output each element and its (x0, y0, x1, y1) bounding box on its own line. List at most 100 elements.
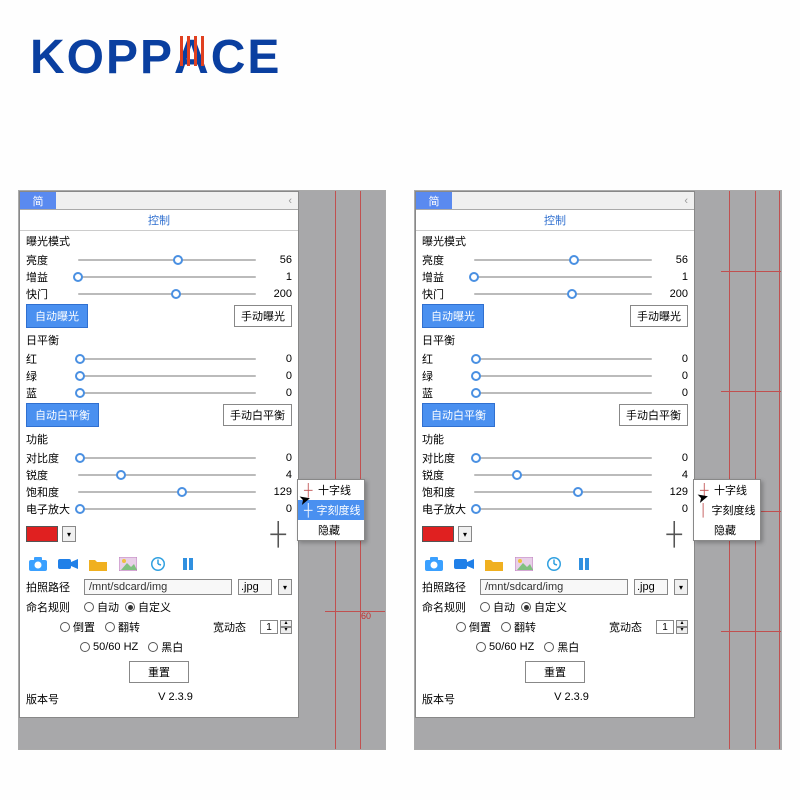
ezoom-slider-r[interactable] (470, 504, 656, 514)
right-panel-background: 简‹ 控制 曝光模式 亮度56 增益1 快门200 自动曝光手动曝光 日平衡 红… (414, 190, 782, 750)
folder-icon[interactable] (88, 555, 108, 573)
hz-radio[interactable]: 50/60 HZ (80, 641, 138, 653)
auto-wb-button[interactable]: 自动白平衡 (26, 403, 99, 427)
brightness-value-r: 56 (660, 254, 688, 266)
path-input-r[interactable]: /mnt/sdcard/img (480, 579, 628, 595)
naming-label: 命名规则 (26, 599, 78, 615)
brightness-value: 56 (264, 254, 292, 266)
auto-exposure-button-r[interactable]: 自动曝光 (422, 304, 484, 328)
auto-exposure-button[interactable]: 自动曝光 (26, 304, 88, 328)
saturation-label-r: 饱和度 (422, 484, 466, 500)
manual-wb-button[interactable]: 手动白平衡 (223, 404, 292, 426)
red-value: 0 (264, 353, 292, 365)
logo-letters-opp: OPP (67, 31, 174, 84)
camera-icon[interactable] (28, 555, 48, 573)
ezoom-label: 电子放大 (26, 501, 70, 517)
color-swatch-r[interactable] (422, 526, 454, 542)
brightness-slider-r[interactable] (470, 255, 656, 265)
saturation-slider[interactable] (74, 487, 260, 497)
brightness-slider[interactable] (74, 255, 260, 265)
video-icon[interactable] (58, 555, 78, 573)
tab-collapse-icon[interactable]: ‹ (56, 192, 298, 209)
manual-wb-button-r[interactable]: 手动白平衡 (619, 404, 688, 426)
red-slider-r[interactable] (470, 354, 656, 364)
blue-value-r: 0 (660, 387, 688, 399)
tab-simplified[interactable]: 简 (20, 192, 56, 209)
toolbar (20, 551, 298, 577)
gain-slider-r[interactable] (470, 272, 656, 282)
color-swatch[interactable] (26, 526, 58, 542)
logo-letter-k: K (30, 31, 67, 84)
blue-slider-r[interactable] (470, 388, 656, 398)
gain-row: 增益 1 (20, 268, 298, 285)
bw-radio[interactable]: 黑白 (148, 639, 183, 655)
manual-exposure-button[interactable]: 手动曝光 (234, 305, 292, 327)
wdr-spinner-r[interactable]: 1▴▾ (656, 620, 688, 634)
saturation-value-r: 129 (660, 486, 688, 498)
naming-custom-radio-r[interactable]: 自定义 (521, 599, 567, 615)
tab-bar: 简 ‹ (20, 192, 298, 210)
ezoom-label-r: 电子放大 (422, 501, 466, 517)
contrast-slider-r[interactable] (470, 453, 656, 463)
reset-button-r[interactable]: 重置 (525, 661, 585, 683)
invert-radio[interactable]: 倒置 (60, 619, 95, 635)
pause-icon-r[interactable] (574, 555, 594, 573)
reset-button[interactable]: 重置 (129, 661, 189, 683)
pause-icon[interactable] (178, 555, 198, 573)
sharpness-value-r: 4 (660, 469, 688, 481)
tab-simplified-r[interactable]: 简 (416, 192, 452, 209)
red-slider[interactable] (74, 354, 260, 364)
naming-auto-radio[interactable]: 自动 (84, 599, 119, 615)
context-menu-left: ┼十字线 ┼字刻度线 +隐藏 (297, 479, 365, 541)
shutter-slider[interactable] (74, 289, 260, 299)
menu-hide[interactable]: +隐藏 (298, 520, 364, 540)
folder-icon-r[interactable] (484, 555, 504, 573)
blue-slider[interactable] (74, 388, 260, 398)
logo: KOPPACE (30, 30, 281, 85)
image-icon[interactable] (118, 555, 138, 573)
path-label-r: 拍照路径 (422, 579, 474, 595)
gain-slider[interactable] (74, 272, 260, 282)
wb-section-label: 日平衡 (20, 330, 298, 350)
wdr-spinner[interactable]: 1▴▾ (260, 620, 292, 634)
ezoom-slider[interactable] (74, 504, 260, 514)
menu-hide-r[interactable]: +隐藏 (694, 520, 760, 540)
color-dropdown[interactable]: ▾ (62, 526, 76, 542)
sharpness-slider[interactable] (74, 470, 260, 480)
naming-custom-radio[interactable]: 自定义 (125, 599, 171, 615)
video-icon-r[interactable] (454, 555, 474, 573)
panels-container: 60 简 ‹ 控制 曝光模式 亮度 56 增益 1 快门 200 (0, 190, 800, 750)
ruler-grid-right (721, 191, 781, 749)
ext-input-r[interactable]: .jpg (634, 579, 668, 595)
hz-radio-r[interactable]: 50/60 HZ (476, 641, 534, 653)
clock-icon[interactable] (148, 555, 168, 573)
invert-radio-r[interactable]: 倒置 (456, 619, 491, 635)
color-dropdown-r[interactable]: ▾ (458, 526, 472, 542)
green-slider-r[interactable] (470, 371, 656, 381)
blue-label-r: 蓝 (422, 385, 466, 401)
path-input[interactable]: /mnt/sdcard/img (84, 579, 232, 595)
naming-auto-radio-r[interactable]: 自动 (480, 599, 515, 615)
manual-exposure-button-r[interactable]: 手动曝光 (630, 305, 688, 327)
crosshair-add-icon[interactable]: ┼ (270, 521, 286, 547)
ext-dropdown-r[interactable]: ▾ (674, 579, 688, 595)
crosshair-add-icon-r[interactable]: ┼ (666, 521, 682, 547)
sharpness-slider-r[interactable] (470, 470, 656, 480)
blue-label: 蓝 (26, 385, 70, 401)
tab-collapse-icon-r[interactable]: ‹ (452, 192, 694, 209)
camera-icon-r[interactable] (424, 555, 444, 573)
ext-dropdown[interactable]: ▾ (278, 579, 292, 595)
flip-radio[interactable]: 翻转 (105, 619, 140, 635)
saturation-slider-r[interactable] (470, 487, 656, 497)
contrast-slider[interactable] (74, 453, 260, 463)
ezoom-value-r: 0 (660, 503, 688, 515)
shutter-slider-r[interactable] (470, 289, 656, 299)
auto-wb-button-r[interactable]: 自动白平衡 (422, 403, 495, 427)
ext-input[interactable]: .jpg (238, 579, 272, 595)
bw-radio-r[interactable]: 黑白 (544, 639, 579, 655)
ruler-grid-left (325, 191, 385, 749)
clock-icon-r[interactable] (544, 555, 564, 573)
green-slider[interactable] (74, 371, 260, 381)
flip-radio-r[interactable]: 翻转 (501, 619, 536, 635)
image-icon-r[interactable] (514, 555, 534, 573)
